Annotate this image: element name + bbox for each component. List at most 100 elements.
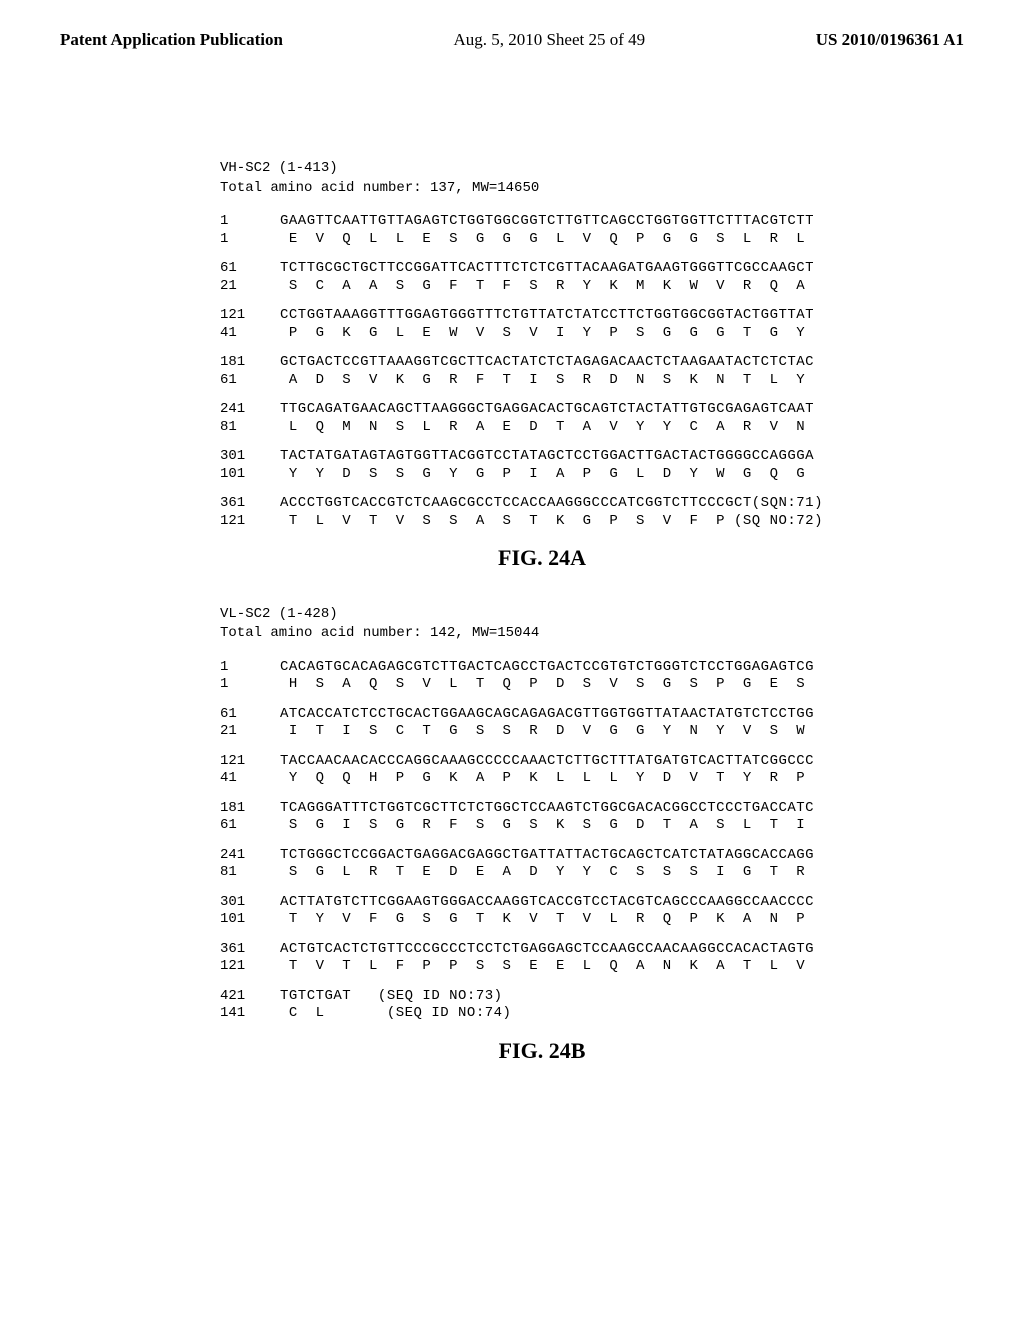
header-right: US 2010/0196361 A1 <box>816 30 964 50</box>
sequence-block: 181GCTGACTCCGTTAAAGGTCGCTTCACTATCTCTAGAG… <box>220 354 864 389</box>
amino-row: 101 Y Y D S S G Y G P I A P G L D Y W G … <box>220 466 864 484</box>
aa-index: 81 <box>220 864 280 882</box>
aa-sequence: T L V T V S S A S T K G P S V F P (SQ NO… <box>280 513 823 531</box>
aa-sequence: T V T L F P P S S E E L Q A N K A T L V <box>280 958 805 976</box>
nucleotide-row: 1GAAGTTCAATTGTTAGAGTCTGGTGGCGGTCTTGTTCAG… <box>220 213 864 231</box>
sequence-block: 181TCAGGGATTTCTGGTCGCTTCTCTGGCTCCAAGTCTG… <box>220 800 864 835</box>
nuc-index: 241 <box>220 847 280 865</box>
nuc-sequence: CACAGTGCACAGAGCGTCTTGACTCAGCCTGACTCCGTGT… <box>280 659 814 677</box>
amino-row: 101 T Y V F G S G T K V T V L R Q P K A … <box>220 911 864 929</box>
amino-row: 81 S G L R T E D E A D Y Y C S S S I G T… <box>220 864 864 882</box>
nucleotide-row: 301TACTATGATAGTAGTGGTTACGGTCCTATAGCTCCTG… <box>220 448 864 466</box>
nucleotide-row: 301ACTTATGTCTTCGGAAGTGGGACCAAGGTCACCGTCC… <box>220 894 864 912</box>
aa-index: 141 <box>220 1005 280 1023</box>
nuc-index: 361 <box>220 941 280 959</box>
aa-index: 41 <box>220 770 280 788</box>
sequence-block: 1GAAGTTCAATTGTTAGAGTCTGGTGGCGGTCTTGTTCAG… <box>220 213 864 248</box>
nuc-sequence: CCTGGTAAAGGTTTGGAGTGGGTTTCTGTTATCTATCCTT… <box>280 307 814 325</box>
vl-title-1: VL-SC2 (1-428) <box>220 606 864 624</box>
aa-index: 21 <box>220 278 280 296</box>
section-b: VL-SC2 (1-428) Total amino acid number: … <box>220 600 864 1065</box>
nuc-index: 181 <box>220 800 280 818</box>
aa-index: 21 <box>220 723 280 741</box>
nuc-index: 301 <box>220 894 280 912</box>
amino-row: 121 T V T L F P P S S E E L Q A N K A T … <box>220 958 864 976</box>
nuc-sequence: ATCACCATCTCCTGCACTGGAAGCAGCAGAGACGTTGGTG… <box>280 706 814 724</box>
aa-index: 81 <box>220 419 280 437</box>
nuc-sequence: TACCAACAACACCCAGGCAAAGCCCCCAAACTCTTGCTTT… <box>280 753 814 771</box>
aa-index: 121 <box>220 513 280 531</box>
amino-row: 1 H S A Q S V L T Q P D S V S G S P G E … <box>220 676 864 694</box>
aa-index: 101 <box>220 911 280 929</box>
nuc-sequence: TCTTGCGCTGCTTCCGGATTCACTTTCTCTCGTTACAAGA… <box>280 260 814 278</box>
nucleotide-row: 241TCTGGGCTCCGGACTGAGGACGAGGCTGATTATTACT… <box>220 847 864 865</box>
aa-index: 41 <box>220 325 280 343</box>
sequence-block: 241TCTGGGCTCCGGACTGAGGACGAGGCTGATTATTACT… <box>220 847 864 882</box>
nucleotide-row: 421TGTCTGAT (SEQ ID NO:73) <box>220 988 864 1006</box>
amino-row: 61 A D S V K G R F T I S R D N S K N T L… <box>220 372 864 390</box>
nuc-sequence: ACTGTCACTCTGTTCCCGCCCTCCTCTGAGGAGCTCCAAG… <box>280 941 814 959</box>
nuc-index: 361 <box>220 495 280 513</box>
nuc-sequence: GAAGTTCAATTGTTAGAGTCTGGTGGCGGTCTTGTTCAGC… <box>280 213 814 231</box>
amino-row: 1 E V Q L L E S G G G L V Q P G G S L R … <box>220 231 864 249</box>
aa-sequence: A D S V K G R F T I S R D N S K N T L Y <box>280 372 805 390</box>
aa-sequence: E V Q L L E S G G G L V Q P G G S L R L <box>280 231 805 249</box>
nucleotide-row: 61ATCACCATCTCCTGCACTGGAAGCAGCAGAGACGTTGG… <box>220 706 864 724</box>
nuc-index: 241 <box>220 401 280 419</box>
header-center: Aug. 5, 2010 Sheet 25 of 49 <box>453 30 645 50</box>
sequence-blocks-b: 1CACAGTGCACAGAGCGTCTTGACTCAGCCTGACTCCGTG… <box>220 659 864 1023</box>
aa-sequence: Y Y D S S G Y G P I A P G L D Y W G Q G <box>280 466 805 484</box>
nuc-sequence: TCAGGGATTTCTGGTCGCTTCTCTGGCTCCAAGTCTGGCG… <box>280 800 814 818</box>
aa-sequence: S G I S G R F S G S K S G D T A S L T I <box>280 817 805 835</box>
nuc-sequence: TGTCTGAT (SEQ ID NO:73) <box>280 988 503 1006</box>
nuc-index: 301 <box>220 448 280 466</box>
nuc-sequence: ACTTATGTCTTCGGAAGTGGGACCAAGGTCACCGTCCTAC… <box>280 894 814 912</box>
amino-row: 61 S G I S G R F S G S K S G D T A S L T… <box>220 817 864 835</box>
sequence-block: 361ACCCTGGTCACCGTCTCAAGCGCCTCCACCAAGGGCC… <box>220 495 864 530</box>
sequence-block: 61ATCACCATCTCCTGCACTGGAAGCAGCAGAGACGTTGG… <box>220 706 864 741</box>
nuc-index: 61 <box>220 260 280 278</box>
aa-sequence: C L (SEQ ID NO:74) <box>280 1005 511 1023</box>
sequence-block: 121CCTGGTAAAGGTTTGGAGTGGGTTTCTGTTATCTATC… <box>220 307 864 342</box>
amino-row: 21 I T I S C T G S S R D V G G Y N Y V S… <box>220 723 864 741</box>
aa-sequence: S G L R T E D E A D Y Y C S S S I G T R <box>280 864 805 882</box>
amino-row: 21 S C A A S G F T F S R Y K M K W V R Q… <box>220 278 864 296</box>
section-a: VH-SC2 (1-413) Total amino acid number: … <box>220 160 864 572</box>
nuc-sequence: TTGCAGATGAACAGCTTAAGGGCTGAGGACACTGCAGTCT… <box>280 401 814 419</box>
amino-row: 121 T L V T V S S A S T K G P S V F P (S… <box>220 513 864 531</box>
nuc-sequence: TACTATGATAGTAGTGGTTACGGTCCTATAGCTCCTGGAC… <box>280 448 814 466</box>
nucleotide-row: 181TCAGGGATTTCTGGTCGCTTCTCTGGCTCCAAGTCTG… <box>220 800 864 818</box>
nucleotide-row: 361ACCCTGGTCACCGTCTCAAGCGCCTCCACCAAGGGCC… <box>220 495 864 513</box>
nuc-sequence: TCTGGGCTCCGGACTGAGGACGAGGCTGATTATTACTGCA… <box>280 847 814 865</box>
aa-sequence: H S A Q S V L T Q P D S V S G S P G E S <box>280 676 805 694</box>
nuc-sequence: GCTGACTCCGTTAAAGGTCGCTTCACTATCTCTAGAGACA… <box>280 354 814 372</box>
fig-caption-b: FIG. 24B <box>220 1037 864 1065</box>
aa-index: 1 <box>220 231 280 249</box>
aa-index: 61 <box>220 817 280 835</box>
fig-caption-a: FIG. 24A <box>220 544 864 572</box>
vh-title-1: VH-SC2 (1-413) <box>220 160 864 178</box>
aa-sequence: S C A A S G F T F S R Y K M K W V R Q A <box>280 278 805 296</box>
header-left: Patent Application Publication <box>60 30 283 50</box>
sequence-block: 121TACCAACAACACCCAGGCAAAGCCCCCAAACTCTTGC… <box>220 753 864 788</box>
amino-row: 81 L Q M N S L R A E D T A V Y Y C A R V… <box>220 419 864 437</box>
nuc-sequence: ACCCTGGTCACCGTCTCAAGCGCCTCCACCAAGGGCCCAT… <box>280 495 823 513</box>
aa-sequence: L Q M N S L R A E D T A V Y Y C A R V N <box>280 419 805 437</box>
aa-sequence: I T I S C T G S S R D V G G Y N Y V S W <box>280 723 805 741</box>
nuc-index: 121 <box>220 307 280 325</box>
aa-sequence: Y Q Q H P G K A P K L L L Y D V T Y R P <box>280 770 805 788</box>
nuc-index: 1 <box>220 659 280 677</box>
page-header: Patent Application Publication Aug. 5, 2… <box>0 0 1024 60</box>
sequence-block: 421TGTCTGAT (SEQ ID NO:73)141 C L (SEQ I… <box>220 988 864 1023</box>
amino-row: 41 P G K G L E W V S V I Y P S G G G T G… <box>220 325 864 343</box>
vl-title-2: Total amino acid number: 142, MW=15044 <box>220 625 864 643</box>
aa-sequence: P G K G L E W V S V I Y P S G G G T G Y <box>280 325 805 343</box>
nucleotide-row: 1CACAGTGCACAGAGCGTCTTGACTCAGCCTGACTCCGTG… <box>220 659 864 677</box>
nucleotide-row: 361ACTGTCACTCTGTTCCCGCCCTCCTCTGAGGAGCTCC… <box>220 941 864 959</box>
nuc-index: 121 <box>220 753 280 771</box>
sequence-blocks-a: 1GAAGTTCAATTGTTAGAGTCTGGTGGCGGTCTTGTTCAG… <box>220 213 864 530</box>
nuc-index: 421 <box>220 988 280 1006</box>
vh-title-2: Total amino acid number: 137, MW=14650 <box>220 180 864 198</box>
nucleotide-row: 241TTGCAGATGAACAGCTTAAGGGCTGAGGACACTGCAG… <box>220 401 864 419</box>
nucleotide-row: 121CCTGGTAAAGGTTTGGAGTGGGTTTCTGTTATCTATC… <box>220 307 864 325</box>
